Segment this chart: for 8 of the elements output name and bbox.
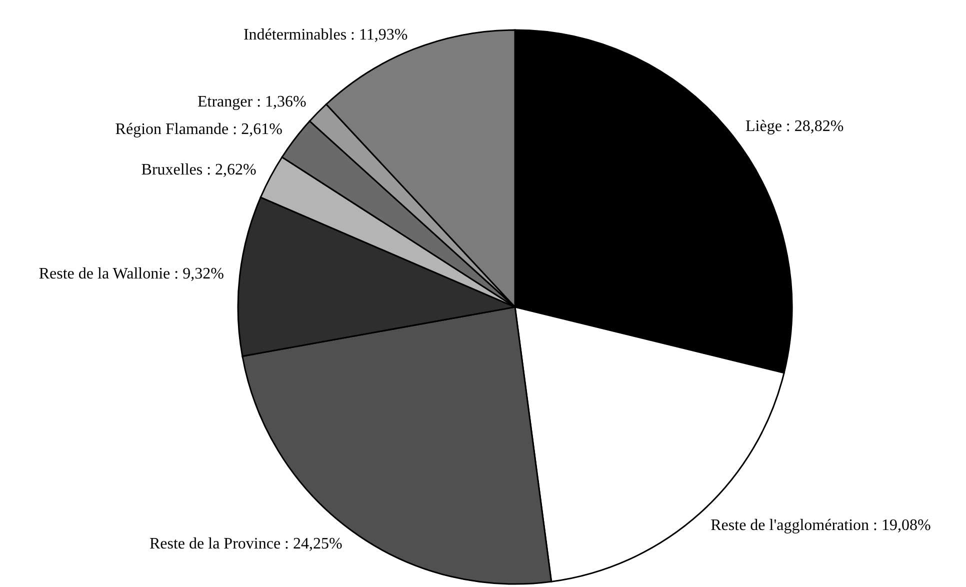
slice-label: Reste de la Province : 24,25% xyxy=(149,536,342,553)
slice-label: Reste de l'agglomération : 19,08% xyxy=(710,517,931,534)
slice-label: Région Flamande : 2,61% xyxy=(115,120,282,138)
slice-label: Liège : 28,82% xyxy=(746,118,844,136)
slice-label: Reste de la Wallonie : 9,32% xyxy=(38,266,224,283)
slice-label: Indéterminables : 11,93% xyxy=(243,26,408,44)
slice-label: Bruxelles : 2,62% xyxy=(141,161,256,178)
slice-label: Etranger : 1,36% xyxy=(198,93,306,110)
